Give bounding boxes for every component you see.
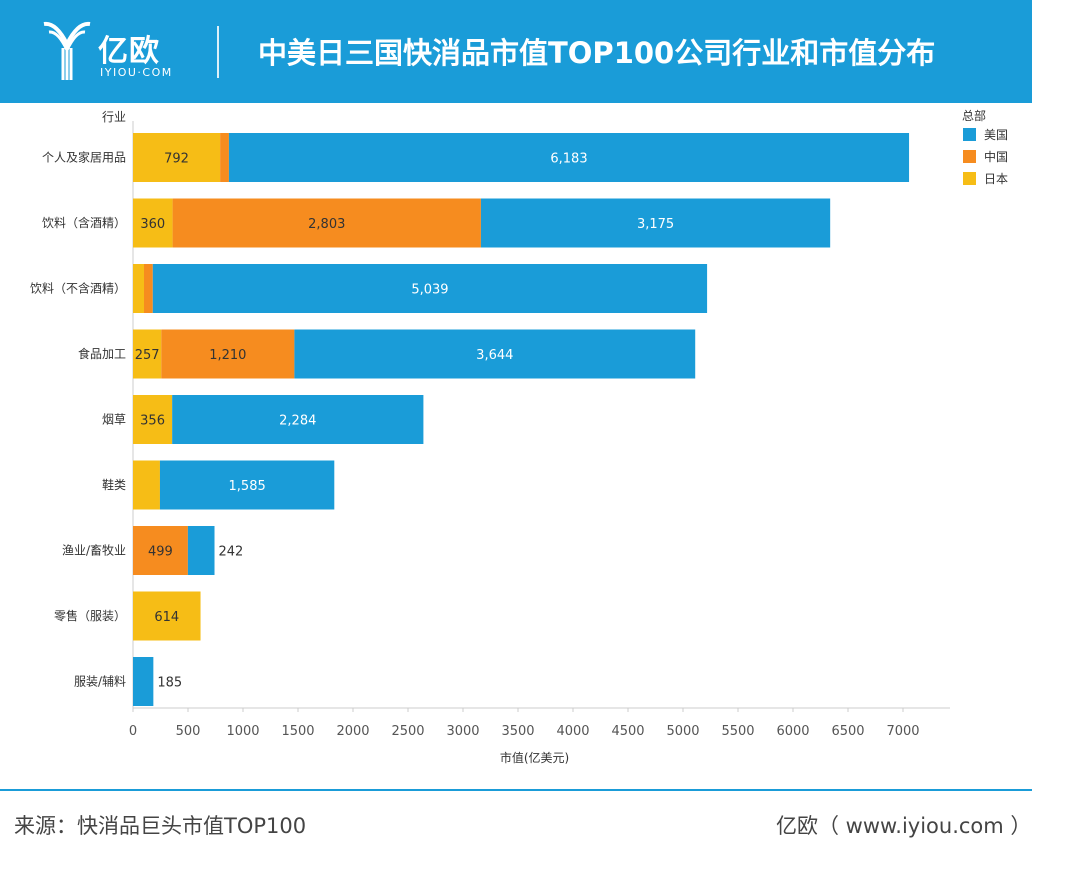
data-label: 499: [148, 545, 173, 560]
bar-segment: [161, 329, 295, 379]
bar-segment: [133, 395, 173, 444]
x-tick-label: 4500: [611, 724, 644, 739]
data-label: 356: [140, 414, 165, 429]
bar-segment: [187, 526, 215, 575]
footer-site: 亿欧（ www.iyiou.com ）: [776, 814, 1032, 838]
logo-subtext: IYIOU·COM: [100, 66, 173, 79]
x-tick-label: 1000: [226, 724, 259, 739]
bar-segment: [133, 198, 173, 248]
y-axis-title: 行业: [102, 110, 126, 124]
x-tick-label: 3500: [501, 724, 534, 739]
x-tick-label: 7000: [886, 724, 919, 739]
x-axis-title: 市值(亿美元): [500, 750, 569, 765]
data-label: 614: [154, 610, 179, 625]
bar-segment: [220, 133, 229, 182]
x-tick-label: 1500: [281, 724, 314, 739]
x-tick-label: 6000: [776, 724, 809, 739]
bar-segment: [144, 264, 153, 313]
page-title: 中美日三国快消品市值TOP100公司行业和市值分布: [258, 36, 936, 70]
data-label: 792: [164, 152, 189, 167]
x-tick-label: 2000: [336, 724, 369, 739]
data-label: 2,284: [279, 414, 316, 429]
stacked-bar-chart: 行业 0 500 1000 1500 2000 2500 3000 3500 4000 4500 50…: [30, 108, 1008, 765]
bar-segment: [133, 657, 154, 706]
logo-icon: [43, 21, 91, 80]
legend-swatch: [963, 128, 976, 141]
bar-segment: [133, 329, 162, 379]
bar-segment: [480, 198, 831, 248]
category-label: 渔业/畜牧业: [62, 543, 126, 558]
header-divider: [217, 26, 219, 78]
category-label: 鞋类: [102, 477, 126, 492]
data-label: 185: [157, 676, 182, 691]
data-label: 3,644: [476, 348, 513, 363]
header-banner: 亿欧 IYIOU·COM 中美日三国快消品市值TOP100公司行业和市值分布: [0, 0, 1032, 103]
data-label: 1,585: [229, 479, 266, 494]
category-label: 饮料（含酒精）: [42, 215, 126, 230]
data-label: 5,039: [411, 283, 448, 298]
category-label: 饮料（不含酒精）: [30, 281, 126, 296]
bar-segment: [133, 264, 144, 313]
x-tick-label: 0: [129, 724, 137, 739]
x-tick-label: 4000: [556, 724, 589, 739]
data-label: 6,183: [550, 152, 587, 167]
bar-segment: [133, 526, 188, 575]
footer-source: 来源：快消品巨头市值TOP100: [14, 814, 307, 838]
bar-segment: [133, 133, 221, 182]
x-tick-label: 2500: [391, 724, 424, 739]
bar-segment: [172, 395, 424, 444]
legend-swatch: [963, 172, 976, 185]
x-tick-label: 5500: [721, 724, 754, 739]
category-label: 服装/辅料: [74, 675, 126, 689]
x-tick-label: 3000: [446, 724, 479, 739]
data-label: 2,803: [308, 217, 345, 232]
category-label: 零售（服装）: [54, 608, 126, 623]
x-tick-label: 500: [176, 724, 201, 739]
data-label: 3,175: [637, 217, 674, 232]
bar-segment: [152, 264, 708, 313]
footer-divider: [0, 789, 1032, 791]
bar-segment: [172, 198, 481, 248]
category-label: 食品加工: [78, 346, 126, 361]
bar-segment: [133, 460, 160, 510]
data-label: 360: [140, 217, 165, 232]
data-label: 257: [135, 348, 160, 363]
bar-segment: [294, 329, 696, 379]
data-label: 1,210: [209, 348, 246, 363]
category-label: 烟草: [102, 413, 126, 427]
legend-title: 总部: [962, 108, 986, 123]
bar-segment: [133, 591, 201, 641]
category-label: 个人及家居用品: [42, 150, 126, 165]
data-label: 242: [219, 545, 244, 560]
legend-swatch: [963, 150, 976, 163]
legend-label: 美国: [984, 128, 1008, 142]
bar-segment: [159, 460, 335, 510]
legend-label: 日本: [984, 172, 1008, 186]
bar-segment: [228, 133, 910, 182]
x-tick-label: 6500: [831, 724, 864, 739]
logo-text: 亿欧: [98, 34, 160, 69]
legend-label: 中国: [984, 149, 1008, 164]
x-tick-label: 5000: [666, 724, 699, 739]
